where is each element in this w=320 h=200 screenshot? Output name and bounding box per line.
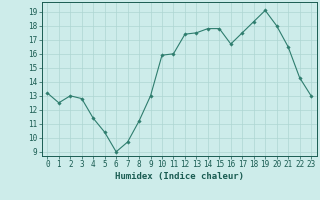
X-axis label: Humidex (Indice chaleur): Humidex (Indice chaleur) bbox=[115, 172, 244, 181]
